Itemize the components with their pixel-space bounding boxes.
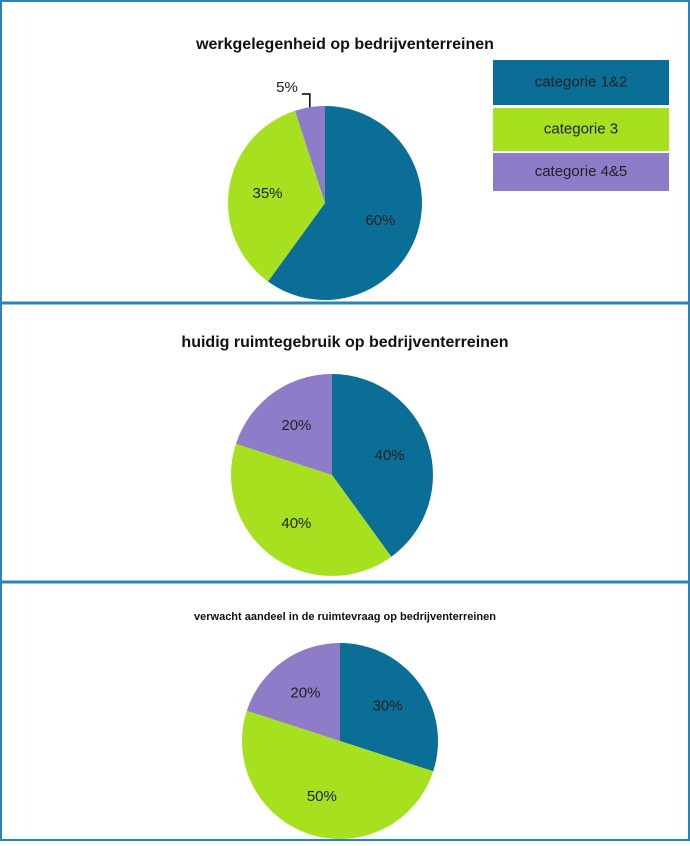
chart-title: verwacht aandeel in de ruimtevraag op be… <box>194 611 496 623</box>
pie-slice <box>242 710 434 839</box>
pie-slice <box>246 643 340 741</box>
legend-swatch <box>493 60 669 105</box>
legend-swatch <box>493 153 669 191</box>
value-label: 35% <box>253 185 283 202</box>
pie-slice <box>231 443 392 577</box>
pie-slice <box>340 643 439 772</box>
pie-slice <box>228 110 325 282</box>
value-label: 20% <box>290 684 320 701</box>
chart-title: werkgelegenheid op bedrijventerreinen <box>195 36 494 53</box>
leader-line <box>301 93 311 108</box>
value-label: 50% <box>307 788 337 805</box>
pie-slice <box>332 374 433 557</box>
value-label: 60% <box>365 212 395 229</box>
legend-swatch <box>493 108 669 151</box>
value-label: 40% <box>375 447 405 464</box>
pie-slice <box>267 106 422 300</box>
value-label: 40% <box>281 515 311 532</box>
legend-label: categorie 3 <box>544 120 618 137</box>
chart-title: huidig ruimtegebruik op bedrijventerrein… <box>181 334 508 351</box>
pie-slice <box>295 106 325 203</box>
value-label: 5% <box>276 79 298 96</box>
legend-label: categorie 1&2 <box>535 73 628 90</box>
legend-label: categorie 4&5 <box>535 163 628 180</box>
value-label: 20% <box>281 417 311 434</box>
pie-slice <box>235 374 332 475</box>
value-label: 30% <box>373 697 403 714</box>
